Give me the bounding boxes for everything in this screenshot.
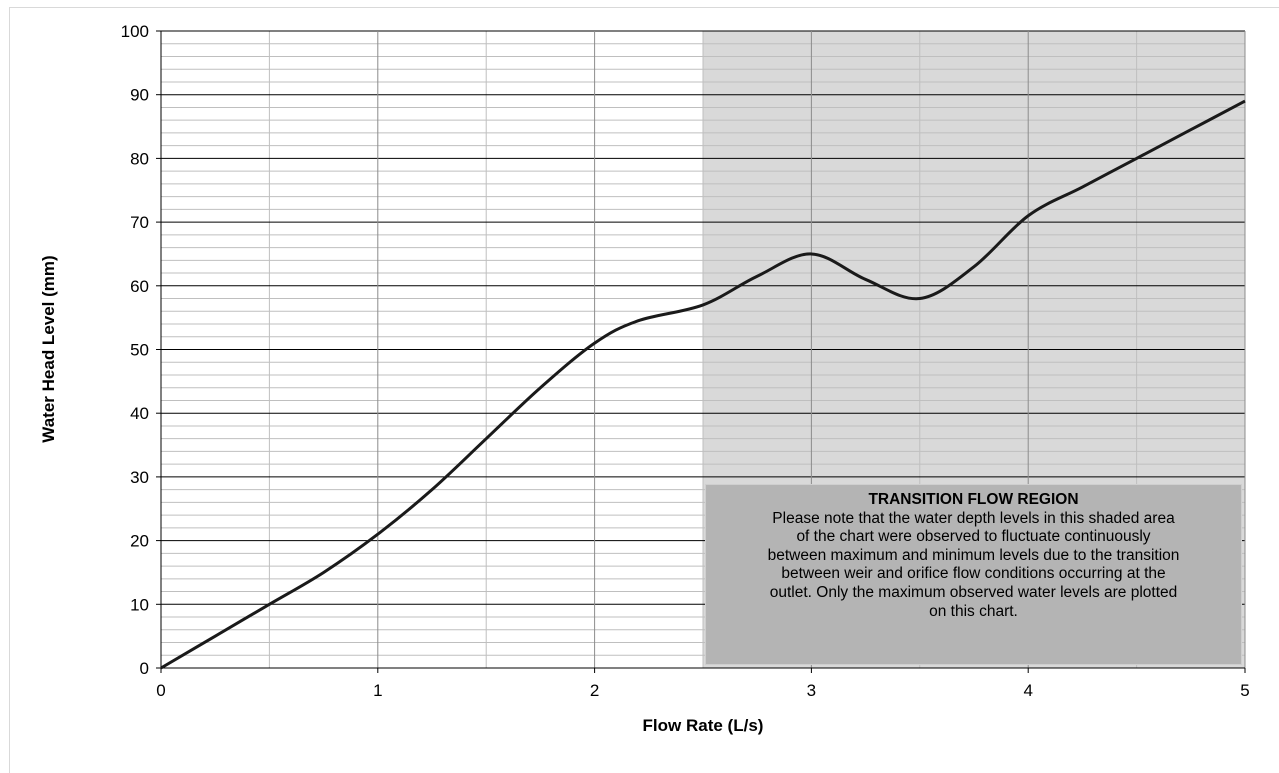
note-line: on this chart. [929, 602, 1018, 620]
y-tick-label: 90 [130, 86, 149, 105]
y-tick-label: 70 [130, 213, 149, 232]
x-tick-label: 4 [1023, 681, 1032, 700]
y-tick-label: 0 [140, 659, 149, 678]
y-tick-label: 30 [130, 468, 149, 487]
y-tick-label: 10 [130, 595, 149, 614]
y-tick-label: 60 [130, 277, 149, 296]
x-axis-label: Flow Rate (L/s) [643, 716, 764, 735]
note-line: outlet. Only the maximum observed water … [769, 583, 1178, 601]
y-tick-label: 20 [130, 532, 149, 551]
y-tick-label: 50 [130, 341, 149, 360]
x-tick-label: 5 [1240, 681, 1249, 700]
transition-region-note: TRANSITION FLOW REGION Please note that … [705, 484, 1242, 665]
y-tick-label: 100 [121, 22, 149, 41]
series-line [160, 99, 1246, 670]
x-tick-label: 3 [807, 681, 816, 700]
x-tick-label: 0 [156, 681, 165, 700]
note-line: between weir and orifice flow conditions… [781, 565, 1166, 583]
note-line: Please note that the water depth levels … [772, 509, 1175, 527]
y-tick-label: 80 [130, 149, 149, 168]
note-line: of the chart were observed to fluctuate … [796, 528, 1151, 546]
y-tick-label: 40 [130, 404, 149, 423]
x-tick-label: 2 [590, 681, 599, 700]
x-tick-label: 1 [373, 681, 382, 700]
y-axis-label: Water Head Level (mm) [39, 255, 58, 442]
note-title: TRANSITION FLOW REGION [868, 491, 1079, 508]
note-line: between maximum and minimum levels due t… [767, 546, 1180, 564]
chart-frame [9, 7, 1279, 773]
